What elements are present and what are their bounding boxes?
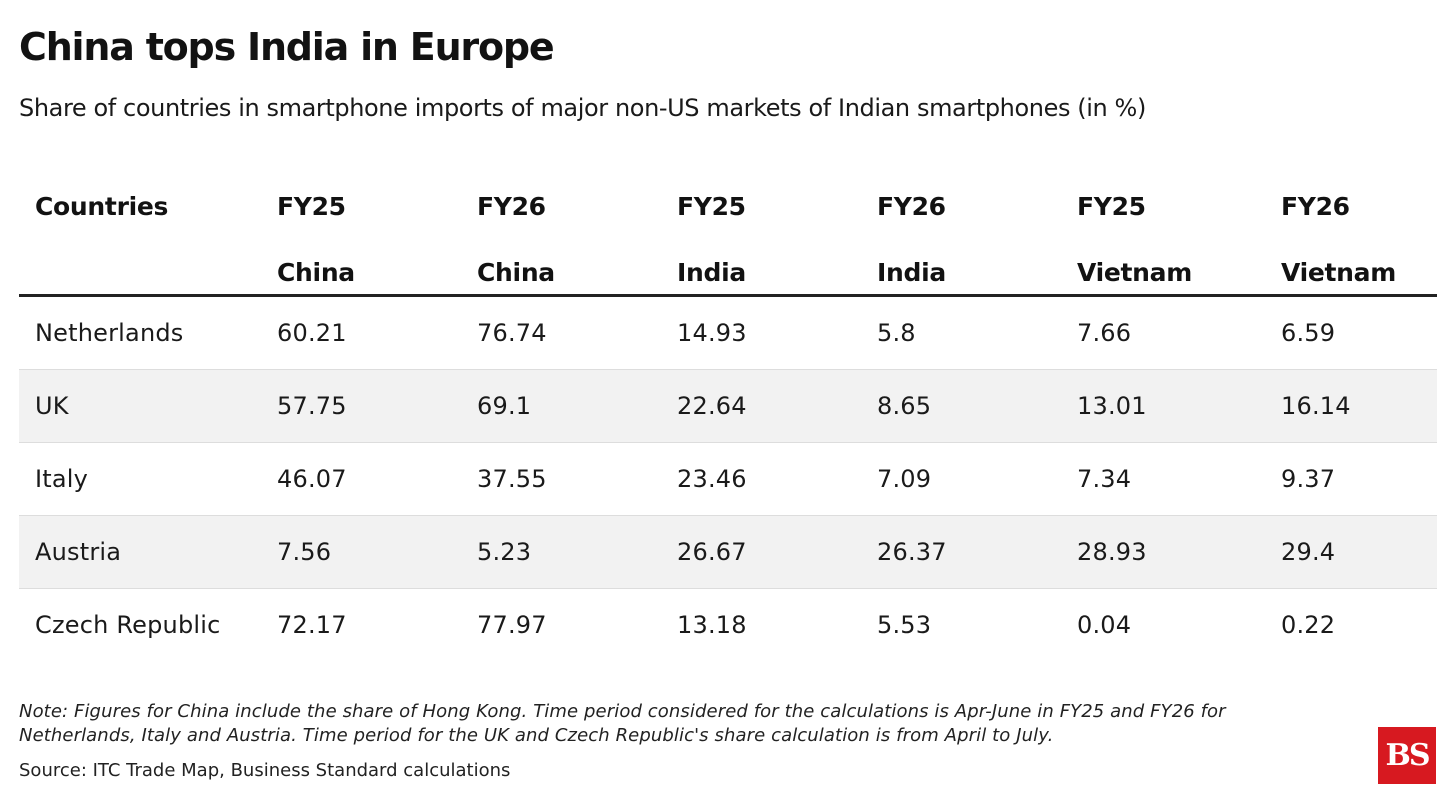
- table-body: Netherlands 60.21 76.74 14.93 5.8 7.66 6.59 UK 5…: [19, 297, 1437, 661]
- table-row: Czech Republic 72.17 77.97 13.18 5.53 0.04 0.2…: [19, 589, 1437, 661]
- value-cell: 5.8: [877, 319, 916, 347]
- country-cell: Austria: [35, 538, 122, 566]
- column-header: FY25 Vietnam: [1077, 192, 1193, 287]
- value-cell: 76.74: [477, 319, 547, 347]
- table-row: Netherlands 60.21 76.74 14.93 5.8 7.66 6.59: [19, 297, 1437, 370]
- value-cell: 7.66: [1077, 319, 1132, 347]
- value-cell: 26.67: [677, 538, 747, 566]
- value-cell: 0.22: [1281, 611, 1336, 639]
- value-cell: 29.4: [1281, 538, 1336, 566]
- value-cell: 13.18: [677, 611, 747, 639]
- country-cell: Netherlands: [35, 319, 184, 347]
- value-cell: 13.01: [1077, 392, 1147, 420]
- value-cell: 7.56: [277, 538, 332, 566]
- table-row: Italy 46.07 37.55 23.46 7.09 7.34 9.37: [19, 443, 1437, 516]
- value-cell: 8.65: [877, 392, 932, 420]
- value-cell: 57.75: [277, 392, 347, 420]
- value-cell: 9.37: [1281, 465, 1336, 493]
- data-table: Countries FY25 China FY26 China FY25 India F…: [19, 160, 1437, 661]
- value-cell: 14.93: [677, 319, 747, 347]
- value-cell: 23.46: [677, 465, 747, 493]
- business-standard-logo: BS: [1378, 727, 1436, 784]
- source-line: Source: ITC Trade Map, Business Standard…: [19, 760, 511, 781]
- column-header: FY26 India: [877, 192, 946, 287]
- logo-text: BS: [1385, 738, 1430, 773]
- table-row: Austria 7.56 5.23 26.67 26.37 28.93 29.4: [19, 516, 1437, 589]
- value-cell: 6.59: [1281, 319, 1336, 347]
- value-cell: 72.17: [277, 611, 347, 639]
- column-header: Countries: [35, 192, 169, 221]
- value-cell: 69.1: [477, 392, 532, 420]
- column-header: FY25 China: [277, 192, 355, 287]
- value-cell: 22.64: [677, 392, 747, 420]
- column-header: FY26 Vietnam: [1281, 192, 1397, 287]
- country-cell: Czech Republic: [35, 611, 221, 639]
- value-cell: 7.34: [1077, 465, 1132, 493]
- value-cell: 28.93: [1077, 538, 1147, 566]
- value-cell: 37.55: [477, 465, 547, 493]
- value-cell: 7.09: [877, 465, 932, 493]
- footnote: Note: Figures for China include the shar…: [19, 701, 1226, 746]
- chart-subtitle: Share of countries in smartphone imports…: [19, 94, 1146, 122]
- country-cell: Italy: [35, 465, 89, 493]
- value-cell: 5.53: [877, 611, 932, 639]
- column-header: FY26 China: [477, 192, 555, 287]
- value-cell: 77.97: [477, 611, 547, 639]
- chart-title: China tops India in Europe: [19, 25, 555, 69]
- value-cell: 16.14: [1281, 392, 1351, 420]
- table-row: UK 57.75 69.1 22.64 8.65 13.01 16.14: [19, 370, 1437, 443]
- value-cell: 0.04: [1077, 611, 1132, 639]
- value-cell: 5.23: [477, 538, 532, 566]
- value-cell: 60.21: [277, 319, 347, 347]
- column-header: FY25 India: [677, 192, 746, 287]
- table-header-row: Countries FY25 China FY26 China FY25 India F…: [19, 160, 1437, 297]
- value-cell: 46.07: [277, 465, 347, 493]
- country-cell: UK: [35, 392, 69, 420]
- value-cell: 26.37: [877, 538, 947, 566]
